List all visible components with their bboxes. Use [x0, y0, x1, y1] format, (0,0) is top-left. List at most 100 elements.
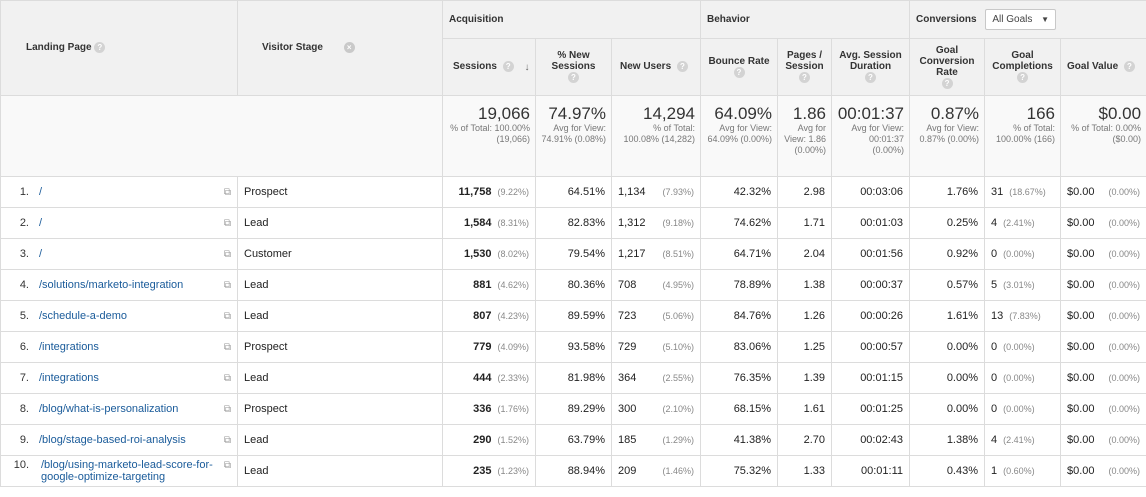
help-icon[interactable]: ?: [568, 72, 579, 84]
sessions-value: 444: [473, 372, 492, 384]
open-external-icon[interactable]: ⧉: [223, 187, 231, 198]
pct-new-cell: 80.36%: [535, 269, 612, 301]
landing-page-link[interactable]: /blog/what-is-personalization: [39, 403, 179, 415]
new-users-cell: 364 (2.55%): [611, 362, 701, 394]
landing-page-link[interactable]: /: [39, 217, 43, 229]
open-external-icon[interactable]: ⧉: [223, 249, 231, 260]
goal-value-header[interactable]: Goal Value ?: [1060, 38, 1146, 96]
new-users-cell: 1,312 (9.18%): [611, 207, 701, 239]
total-duration-sub: Avg for View: 00:01:37 (0.00%): [851, 123, 905, 155]
sessions-cell: 290 (1.52%): [442, 424, 536, 456]
sort-arrow-icon[interactable]: ↓: [524, 61, 530, 73]
visitor-stage-cell: Customer: [237, 238, 443, 270]
pages-session-label: Pages / Session: [785, 50, 824, 73]
goal-completions-header[interactable]: Goal Completions ?: [984, 38, 1062, 96]
total-pages: 1.86 Avg for View: 1.86 (0.00%): [777, 95, 832, 177]
open-external-icon[interactable]: ⧉: [223, 404, 231, 415]
completions-cell: 0 (0.00%): [984, 331, 1062, 363]
avg-session-duration-header[interactable]: Avg. Session Duration ?: [830, 38, 911, 96]
open-external-icon[interactable]: ⧉: [223, 373, 231, 384]
duration-cell: 00:00:37: [830, 269, 911, 301]
goal-value-value: $0.00: [1067, 186, 1095, 198]
visitor-stage-label: Visitor Stage: [262, 42, 323, 54]
duration-cell: 00:01:25: [830, 393, 911, 425]
help-icon[interactable]: ?: [733, 66, 745, 78]
completions-pct: (18.67%): [1009, 187, 1046, 197]
completions-value: 0: [991, 248, 998, 260]
completions-cell: 4 (2.41%): [984, 424, 1062, 456]
bounce-rate-header[interactable]: Bounce Rate ?: [700, 38, 778, 96]
landing-page-link[interactable]: /schedule-a-demo: [39, 310, 128, 322]
help-icon[interactable]: ?: [941, 77, 953, 89]
completions-pct: (0.00%): [1003, 373, 1035, 383]
help-icon[interactable]: ?: [799, 72, 810, 84]
help-icon[interactable]: ?: [1017, 72, 1029, 84]
sessions-header[interactable]: Sessions ? ↓: [442, 38, 536, 96]
landing-page-header[interactable]: Landing Page ?: [0, 0, 238, 96]
landing-page-link[interactable]: /: [39, 248, 43, 260]
help-icon[interactable]: ?: [94, 42, 106, 54]
sessions-cell: 881 (4.62%): [442, 269, 536, 301]
goal-value-pct: (0.00%): [1108, 280, 1141, 290]
duration-cell: 00:00:26: [830, 300, 911, 332]
pct-new-cell: 89.29%: [535, 393, 612, 425]
completions-value: 4: [991, 434, 998, 446]
open-external-icon[interactable]: ⧉: [223, 311, 231, 322]
open-external-icon[interactable]: ⧉: [223, 435, 231, 446]
table-row: ⧉ 6. /integrations Prospect 779 (4.09%) 93…: [0, 331, 1146, 363]
behavior-group-header: Behavior: [699, 0, 911, 39]
pages-session-header[interactable]: Pages / Session ?: [777, 38, 832, 96]
sessions-cell: 807 (4.23%): [442, 300, 536, 332]
totals-label-cell: [0, 95, 443, 177]
open-external-icon[interactable]: ⧉: [223, 342, 231, 353]
row-index: 1.: [19, 186, 29, 198]
help-icon[interactable]: ?: [865, 72, 876, 84]
duration-cell: 00:01:15: [830, 362, 911, 394]
table-row: ⧉ 5. /schedule-a-demo Lead 807 (4.23%) 89.…: [0, 300, 1146, 332]
pct-new-cell: 63.79%: [535, 424, 612, 456]
landing-page-link[interactable]: /solutions/marketo-integration: [39, 279, 184, 291]
completions-value: 13: [991, 310, 1004, 322]
pct-new-sessions-header[interactable]: % New Sessions ?: [535, 38, 612, 96]
sessions-cell: 779 (4.09%): [442, 331, 536, 363]
sessions-pct: (4.62%): [497, 280, 529, 290]
new-users-value: 1,217: [618, 248, 646, 260]
visitor-stage-cell: Lead: [237, 455, 443, 487]
goal-value-pct: (0.00%): [1108, 249, 1141, 259]
visitor-stage-header[interactable]: Visitor Stage ×: [237, 0, 443, 96]
total-conv-value: 0.87%: [930, 104, 980, 123]
help-icon[interactable]: ?: [676, 61, 688, 73]
new-users-pct: (1.46%): [662, 466, 694, 476]
open-external-icon[interactable]: ⧉: [223, 218, 231, 229]
table-row: ⧉ 10. /blog/using-marketo-lead-score-for-…: [0, 455, 1146, 487]
goals-select[interactable]: All Goals ▼: [985, 9, 1057, 30]
sessions-value: 11,758: [458, 186, 492, 198]
help-icon[interactable]: ?: [502, 61, 514, 73]
completions-pct: (0.60%): [1003, 466, 1035, 476]
completions-pct: (0.00%): [1003, 404, 1035, 414]
bounce-cell: 84.76%: [700, 300, 778, 332]
sessions-cell: 1,584 (8.31%): [442, 207, 536, 239]
conv-cell: 0.00%: [909, 362, 986, 394]
pct-new-sessions-label: % New Sessions: [551, 50, 596, 73]
landing-page-link[interactable]: /integrations: [39, 372, 99, 384]
goal-value-cell: $0.00 (0.00%): [1060, 424, 1146, 456]
remove-dimension-icon[interactable]: ×: [343, 42, 355, 54]
open-external-icon[interactable]: ⧉: [223, 460, 231, 471]
goal-conversion-rate-header[interactable]: Goal Conversion Rate ?: [909, 38, 986, 96]
open-external-icon[interactable]: ⧉: [223, 280, 231, 291]
help-icon[interactable]: ?: [1123, 61, 1135, 73]
landing-page-link[interactable]: /: [39, 186, 43, 198]
goal-value-pct: (0.00%): [1108, 435, 1141, 445]
total-pct-new-value: 74.97%: [548, 104, 606, 123]
visitor-stage-cell: Lead: [237, 362, 443, 394]
landing-page-link[interactable]: /blog/using-marketo-lead-score-for-googl…: [41, 459, 213, 483]
goal-value-pct: (0.00%): [1108, 466, 1141, 476]
landing-page-link[interactable]: /blog/stage-based-roi-analysis: [39, 434, 186, 446]
new-users-header[interactable]: New Users ?: [611, 38, 701, 96]
landing-page-link[interactable]: /integrations: [39, 341, 99, 353]
table-row: ⧉ 4./solutions/marketo-integration Lead …: [0, 269, 1146, 301]
completions-cell: 4 (2.41%): [984, 207, 1062, 239]
goal-value-label: Goal Value: [1067, 61, 1119, 73]
pages-cell: 2.70: [777, 424, 832, 456]
